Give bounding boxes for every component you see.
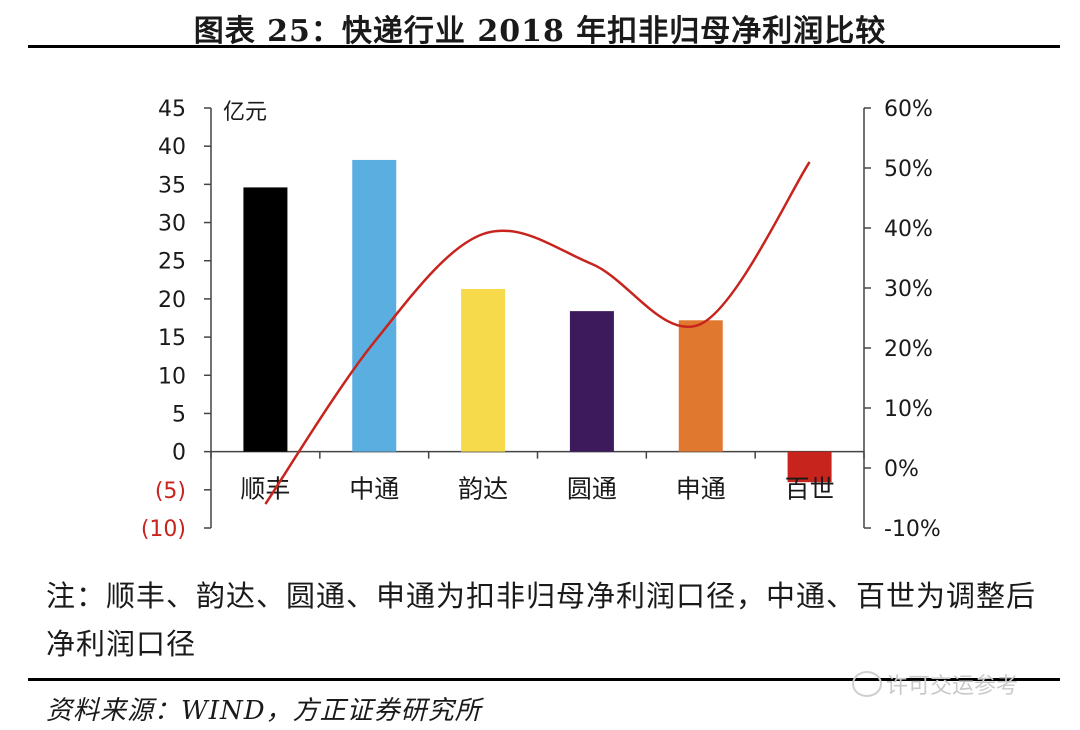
left-axis-tick-label: 10 [158,364,186,389]
category-label: 圆通 [567,475,617,504]
left-axis-tick-label: 45 [158,97,186,122]
category-label: 申通 [676,475,726,504]
left-axis-tick-label: 35 [158,173,186,198]
left-axis-tick-label: (10) [141,517,186,542]
left-axis-tick-label: (5) [155,479,186,504]
chart-note: 注：顺丰、韵达、圆通、申通为扣非归母净利润口径，中通、百世为调整后净利润口径 [46,579,1037,661]
right-axis-tick-label: 60% [884,97,933,122]
bar-4 [569,311,614,452]
left-axis-tick-label: 25 [158,250,186,275]
category-label: 韵达 [458,475,508,504]
chart-title: 图表 25：快递行业 2018 年扣非归母净利润比较 [193,14,887,49]
category-label: 中通 [349,475,399,504]
growth-line [264,161,811,505]
right-axis-tick-label: 30% [884,277,933,302]
left-axis-tick-label: 15 [158,326,186,351]
right-axis-tick-label: 10% [884,397,933,422]
bar-5 [678,320,723,452]
bar-1 [243,187,288,452]
right-axis-tick-label: 50% [884,157,933,182]
title-divider [28,45,1060,48]
source-text: 资料来源：WIND，方正证券研究所 [46,696,482,726]
footer-divider [28,678,1060,681]
bar-2 [352,159,397,452]
watermark-text: 许可交运参考 [886,674,1019,699]
left-axis-tick-label: 20 [158,288,186,313]
right-axis-tick-label: -10% [884,517,941,542]
left-axis-tick-label: 30 [158,212,186,237]
left-axis-tick-label: 40 [158,135,186,160]
right-axis-tick-label: 40% [884,217,933,242]
bar-6 [787,451,832,483]
left-axis-tick-label: 0 [172,441,186,466]
left-axis-unit: 亿元 [223,100,267,125]
category-label: 百世 [785,475,835,504]
combo-chart: 45 40 35 30 25 20 15 10 5 0 (5) (10) 亿元 60% 50% 40% 30% 2… [141,97,941,542]
bar-3 [461,288,506,452]
wechat-icon [852,671,882,697]
right-axis-tick-label: 0% [884,457,919,482]
right-axis-tick-label: 20% [884,337,933,362]
left-axis-tick-label: 5 [172,402,186,427]
watermark: 许可交运参考 [852,668,1018,700]
